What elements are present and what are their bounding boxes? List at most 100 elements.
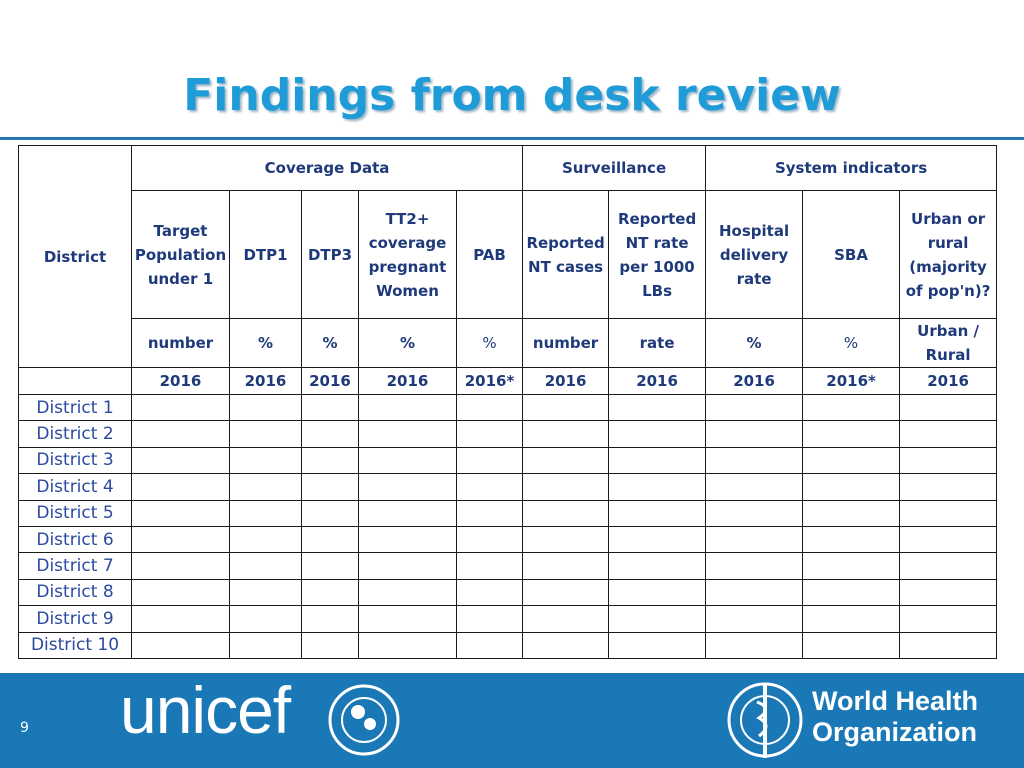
empty-cell	[131, 525, 230, 554]
empty-cell	[455, 446, 524, 475]
page-number: 9	[20, 720, 29, 736]
who-logo: World Health Organization	[812, 686, 979, 747]
empty-cell	[802, 578, 901, 607]
empty-cell	[455, 578, 524, 607]
unit-cell: Urban / Rural	[899, 318, 998, 368]
district-name: District 1	[18, 393, 132, 422]
empty-cell	[358, 525, 457, 554]
empty-cell	[608, 578, 707, 607]
district-row: District 2	[18, 420, 998, 448]
column-header: SBA	[802, 190, 901, 319]
year-cell: 2016	[301, 367, 359, 395]
district-name: District 6	[18, 525, 132, 554]
empty-cell	[358, 552, 457, 580]
empty-cell	[899, 525, 998, 554]
empty-cell	[301, 393, 359, 422]
empty-cell	[522, 499, 610, 527]
unit-cell: %	[301, 318, 359, 368]
district-row: District 4	[18, 473, 998, 501]
empty-cell	[229, 473, 302, 501]
district-name: District 7	[18, 552, 132, 580]
empty-cell	[608, 420, 707, 448]
empty-cell	[608, 525, 707, 554]
district-row: District 3	[18, 446, 998, 475]
district-name: District 3	[18, 446, 132, 475]
empty-cell	[301, 499, 359, 527]
year-cell: 2016	[229, 367, 302, 395]
district-row: District 10	[18, 631, 998, 659]
column-header: DTP1	[229, 190, 302, 319]
unit-cell: rate	[608, 318, 707, 368]
empty-cell	[522, 446, 610, 475]
empty-cell	[802, 631, 901, 659]
unit-cell: %	[802, 318, 901, 368]
empty-cell	[608, 446, 707, 475]
empty-cell	[301, 446, 359, 475]
empty-cell	[802, 499, 901, 527]
district-row: District 9	[18, 605, 998, 633]
empty-cell	[229, 631, 302, 659]
empty-cell	[18, 367, 132, 395]
unit-cell: %	[455, 318, 524, 368]
empty-cell	[899, 393, 998, 422]
empty-cell	[301, 578, 359, 607]
empty-cell	[301, 605, 359, 633]
empty-cell	[229, 525, 302, 554]
column-header: PAB	[455, 190, 524, 319]
unit-cell: number	[131, 318, 230, 368]
empty-cell	[301, 552, 359, 580]
empty-cell	[608, 499, 707, 527]
empty-cell	[455, 420, 524, 448]
empty-cell	[802, 446, 901, 475]
empty-cell	[131, 578, 230, 607]
district-row: District 6	[18, 525, 998, 554]
empty-cell	[301, 525, 359, 554]
column-header: Hospital delivery rate	[705, 190, 804, 319]
empty-cell	[899, 420, 998, 448]
column-header: Reported NT rate per 1000 LBs	[608, 190, 707, 319]
group-header: System indicators	[705, 145, 998, 191]
unit-row: number%%%% number rate%% Urban / Rural	[19, 318, 998, 368]
column-header: Reported NT cases	[522, 190, 610, 319]
year-cell: 2016*	[802, 367, 901, 395]
empty-cell	[802, 393, 901, 422]
empty-cell	[705, 499, 804, 527]
column-header-row: Target Population under 1 DTP1 DTP3 TT2+ co…	[19, 190, 998, 319]
district-name: District 4	[18, 473, 132, 501]
empty-cell	[705, 631, 804, 659]
column-header: Target Population under 1	[131, 190, 230, 319]
empty-cell	[301, 420, 359, 448]
district-name: District 8	[18, 578, 132, 607]
empty-cell	[705, 525, 804, 554]
empty-cell	[899, 605, 998, 633]
unicef-logo: unicef	[120, 673, 291, 747]
empty-cell	[802, 552, 901, 580]
unit-cell: %	[705, 318, 804, 368]
empty-cell	[229, 605, 302, 633]
empty-cell	[131, 552, 230, 580]
empty-cell	[802, 605, 901, 633]
group-header: Surveillance	[522, 145, 707, 191]
empty-cell	[131, 631, 230, 659]
empty-cell	[131, 446, 230, 475]
empty-cell	[899, 499, 998, 527]
column-header: TT2+ coverage pregnant Women	[358, 190, 457, 319]
empty-cell	[455, 552, 524, 580]
column-header: Urban or rural (majority of pop'n)?	[899, 190, 998, 319]
empty-cell	[608, 393, 707, 422]
empty-cell	[131, 393, 230, 422]
empty-cell	[608, 605, 707, 633]
empty-cell	[131, 499, 230, 527]
year-cell: 2016	[608, 367, 707, 395]
district-name: District 10	[18, 631, 132, 659]
empty-cell	[455, 605, 524, 633]
empty-cell	[229, 393, 302, 422]
empty-cell	[229, 420, 302, 448]
empty-cell	[522, 420, 610, 448]
empty-cell	[705, 578, 804, 607]
footer-band	[0, 673, 1024, 768]
unit-cell: number	[522, 318, 610, 368]
empty-cell	[899, 446, 998, 475]
year-row: 2016 2016 2016 2016 2016* 2016 2016 2016 2016* 20…	[18, 367, 998, 395]
empty-cell	[358, 446, 457, 475]
